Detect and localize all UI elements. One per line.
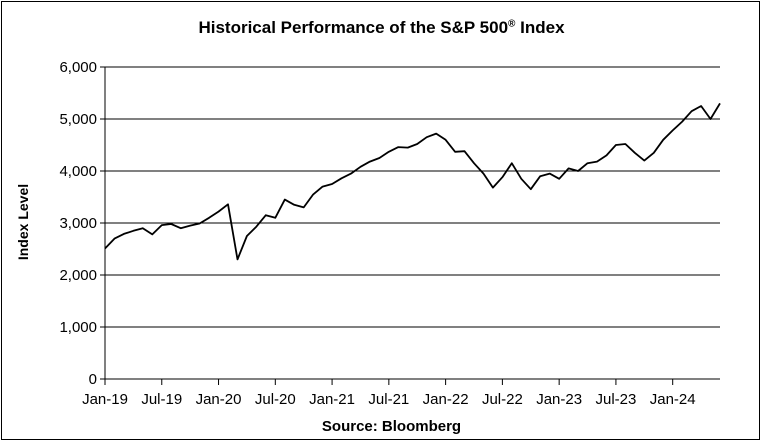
x-tick-label: Jan-19 [82, 391, 128, 408]
x-tick-label: Jan-23 [536, 391, 582, 408]
x-tick-label: Jul-23 [595, 391, 636, 408]
source-note: Source: Bloomberg [321, 418, 462, 435]
registered-mark: ® [508, 18, 516, 30]
x-tick-label: Jan-22 [423, 391, 469, 408]
x-tick-label: Jul-22 [482, 391, 523, 408]
y-tick-label: 1,000 [59, 319, 97, 336]
series-line [104, 102, 721, 261]
y-tick-label: 3,000 [59, 215, 97, 232]
x-tick-label: Jul-19 [141, 391, 182, 408]
y-tick-label: 6,000 [59, 59, 97, 76]
x-tick-label: Jan-21 [309, 391, 355, 408]
chart-title: Historical Performance of the S&P 500® I… [0, 18, 763, 38]
chart-title-text: Historical Performance of the S&P 500 [198, 18, 509, 37]
x-tick-label: Jan-20 [196, 391, 242, 408]
y-tick-label: 5,000 [59, 111, 97, 128]
y-tick-label: 4,000 [59, 163, 97, 180]
y-tick-label: 0 [89, 371, 97, 388]
x-tick-label: Jul-21 [368, 391, 409, 408]
y-tick-label: 2,000 [59, 267, 97, 284]
x-tick-label: Jul-20 [255, 391, 296, 408]
x-tick-label: Jan-24 [650, 391, 696, 408]
chart-title-suffix: Index [515, 18, 565, 37]
